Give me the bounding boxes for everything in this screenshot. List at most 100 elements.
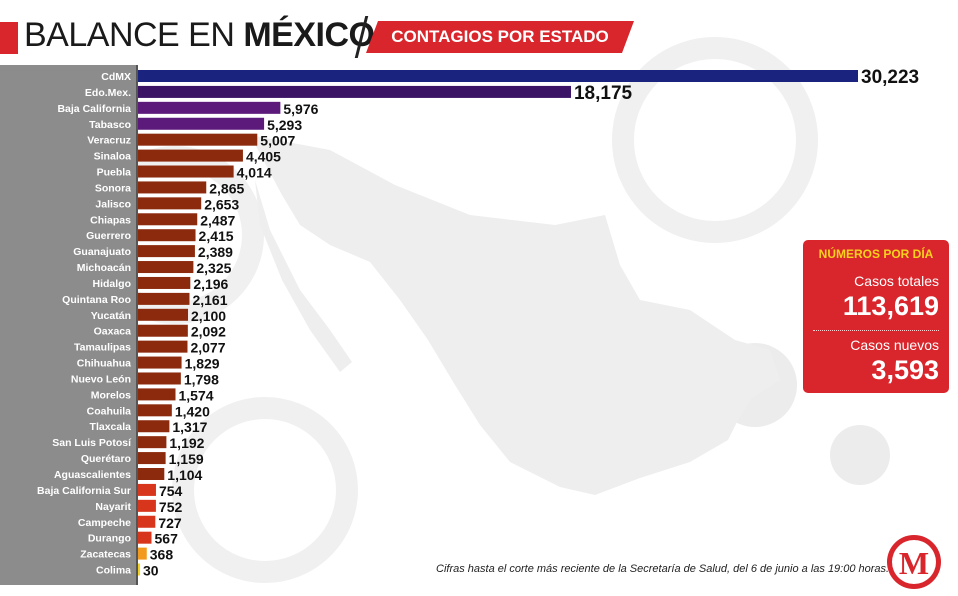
bar	[138, 261, 194, 274]
header-accent-mark	[0, 22, 18, 54]
category-label: Nayarit	[95, 501, 131, 513]
category-label: Sonora	[95, 182, 131, 194]
value-label: 1,829	[185, 356, 220, 372]
total-cases-label: Casos totales	[854, 273, 939, 289]
title-bold: MÉXICO	[243, 16, 375, 54]
value-label: 2,415	[199, 228, 234, 244]
value-label: 2,325	[196, 260, 231, 276]
value-label: 1,574	[178, 387, 213, 403]
category-label: Sinaloa	[94, 151, 132, 163]
milenio-logo-icon: M	[887, 535, 941, 589]
category-label: Chiapas	[90, 214, 131, 226]
value-label: 5,293	[267, 117, 302, 133]
new-cases-value: 3,593	[871, 355, 939, 385]
value-label: 2,389	[198, 244, 233, 260]
bar	[138, 245, 195, 258]
value-label: 2,653	[204, 196, 239, 212]
value-label: 752	[159, 499, 183, 515]
category-label-panel	[0, 65, 136, 585]
category-label: Guanajuato	[73, 246, 131, 258]
bar	[138, 499, 156, 512]
category-label: Durango	[88, 533, 131, 545]
bar	[138, 531, 152, 544]
subtitle-banner: CONTAGIOS POR ESTADO	[366, 21, 634, 53]
title-regular: BALANCE EN	[24, 16, 244, 54]
bar	[138, 340, 188, 353]
category-label: Guerrero	[86, 230, 131, 242]
category-label: Querétaro	[81, 453, 131, 465]
category-label: Quintana Roo	[62, 294, 131, 306]
value-label: 4,405	[246, 149, 281, 165]
category-label: Nuevo León	[71, 373, 131, 385]
bar	[138, 372, 181, 385]
category-label: Hidalgo	[93, 278, 132, 290]
category-label: Oaxaca	[94, 326, 132, 338]
category-label: Campeche	[78, 517, 131, 529]
total-cases-value: 113,619	[842, 291, 939, 321]
category-label: Jalisco	[95, 198, 131, 210]
stats-heading: NÚMEROS POR DÍA	[818, 247, 934, 261]
bar	[138, 85, 571, 98]
category-label: Colima	[96, 565, 131, 577]
value-label: 5,007	[260, 133, 295, 149]
bar	[138, 197, 202, 210]
value-label: 727	[158, 515, 182, 531]
bar	[138, 547, 147, 560]
value-label: 2,092	[191, 324, 226, 340]
value-label: 2,100	[191, 308, 226, 324]
category-label: Tlaxcala	[90, 421, 132, 433]
value-label: 1,192	[169, 435, 204, 451]
value-label: 1,159	[169, 451, 204, 467]
bar	[138, 213, 198, 226]
category-label: Veracruz	[87, 135, 131, 147]
value-label: 2,196	[193, 276, 228, 292]
bar	[138, 70, 858, 82]
logo-letter: M	[899, 545, 929, 581]
bar	[138, 468, 165, 480]
category-label: Morelos	[91, 389, 131, 401]
bar	[138, 149, 243, 162]
category-label: Tabasco	[89, 119, 131, 131]
stats-divider	[813, 330, 939, 331]
bar	[138, 276, 191, 289]
bar	[138, 292, 190, 305]
category-label: Zacatecas	[80, 549, 131, 561]
category-label: Edo.Mex.	[85, 87, 131, 99]
value-label: 1,798	[184, 371, 219, 387]
bar	[138, 515, 156, 528]
new-cases-label: Casos nuevos	[850, 337, 939, 353]
value-label: 18,175	[574, 83, 633, 104]
category-label: Puebla	[97, 167, 132, 179]
bar	[138, 356, 182, 369]
bar	[138, 308, 189, 321]
category-label: Coahuila	[87, 405, 131, 417]
value-label: 567	[155, 531, 179, 547]
bar	[138, 404, 172, 417]
bar	[138, 563, 140, 576]
bar	[138, 117, 265, 130]
category-label: Yucatán	[91, 310, 131, 322]
category-label: Baja California Sur	[37, 485, 131, 497]
value-label: 2,077	[190, 340, 225, 356]
category-label: Baja California	[57, 103, 131, 115]
value-label: 30	[143, 563, 159, 579]
page-title: BALANCE EN MÉXICO	[24, 16, 375, 55]
bar	[138, 483, 156, 496]
value-label: 1,317	[172, 419, 207, 435]
bar	[138, 388, 176, 401]
source-footnote: Cifras hasta el corte más reciente de la…	[436, 563, 890, 575]
value-label: 368	[150, 547, 174, 563]
bar	[138, 420, 170, 433]
bar	[138, 229, 196, 242]
category-label: San Luis Potosí	[52, 437, 132, 449]
category-label: Tamaulipas	[74, 342, 131, 354]
value-label: 2,161	[192, 292, 227, 308]
value-label: 754	[159, 483, 183, 499]
bar	[138, 436, 167, 449]
value-label: 30,223	[861, 67, 919, 88]
value-label: 5,976	[283, 101, 318, 117]
value-label: 4,014	[237, 165, 272, 181]
category-label: CdMX	[101, 71, 131, 83]
